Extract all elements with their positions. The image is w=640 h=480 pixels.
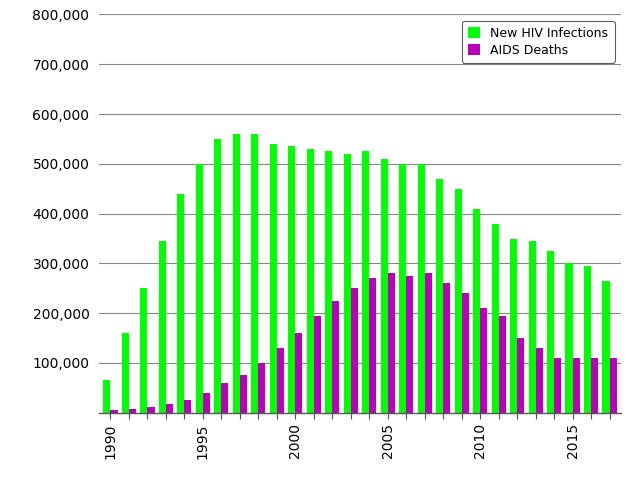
Bar bbox=[573, 358, 580, 413]
Bar bbox=[332, 301, 339, 413]
Bar bbox=[277, 348, 284, 413]
Bar bbox=[314, 316, 321, 413]
Bar bbox=[517, 338, 524, 413]
Bar bbox=[547, 251, 554, 413]
Bar bbox=[147, 407, 154, 413]
Bar bbox=[111, 410, 118, 413]
Bar bbox=[259, 363, 266, 413]
Bar bbox=[296, 333, 303, 413]
Bar bbox=[610, 358, 617, 413]
Bar bbox=[399, 164, 406, 413]
Bar bbox=[462, 293, 469, 413]
Bar bbox=[425, 274, 432, 413]
Bar bbox=[473, 209, 480, 413]
Bar bbox=[536, 348, 543, 413]
Bar bbox=[251, 134, 258, 413]
Bar bbox=[406, 276, 413, 413]
Bar bbox=[584, 266, 591, 413]
Bar bbox=[388, 274, 395, 413]
Bar bbox=[240, 375, 247, 413]
Bar bbox=[499, 316, 506, 413]
Bar bbox=[177, 193, 184, 413]
Bar bbox=[554, 358, 561, 413]
Bar bbox=[103, 381, 110, 413]
Bar bbox=[122, 333, 129, 413]
Bar bbox=[214, 139, 221, 413]
Bar bbox=[481, 308, 488, 413]
Bar bbox=[166, 404, 173, 413]
Bar bbox=[444, 283, 451, 413]
Bar bbox=[288, 146, 295, 413]
Bar bbox=[492, 224, 499, 413]
Bar bbox=[510, 239, 517, 413]
Legend: New HIV Infections, AIDS Deaths: New HIV Infections, AIDS Deaths bbox=[461, 21, 614, 63]
Bar bbox=[529, 241, 536, 413]
Bar bbox=[232, 134, 239, 413]
Bar bbox=[369, 278, 376, 413]
Bar bbox=[602, 281, 609, 413]
Bar bbox=[140, 288, 147, 413]
Bar bbox=[362, 151, 369, 413]
Bar bbox=[591, 358, 598, 413]
Bar bbox=[417, 164, 424, 413]
Bar bbox=[159, 241, 166, 413]
Bar bbox=[221, 383, 228, 413]
Bar bbox=[203, 393, 210, 413]
Bar bbox=[325, 151, 332, 413]
Bar bbox=[129, 409, 136, 413]
Bar bbox=[307, 149, 314, 413]
Bar bbox=[196, 164, 203, 413]
Bar bbox=[454, 189, 461, 413]
Bar bbox=[351, 288, 358, 413]
Bar bbox=[269, 144, 276, 413]
Bar bbox=[381, 159, 388, 413]
Bar bbox=[344, 154, 351, 413]
Bar bbox=[436, 179, 443, 413]
Bar bbox=[184, 400, 191, 413]
Bar bbox=[566, 264, 573, 413]
